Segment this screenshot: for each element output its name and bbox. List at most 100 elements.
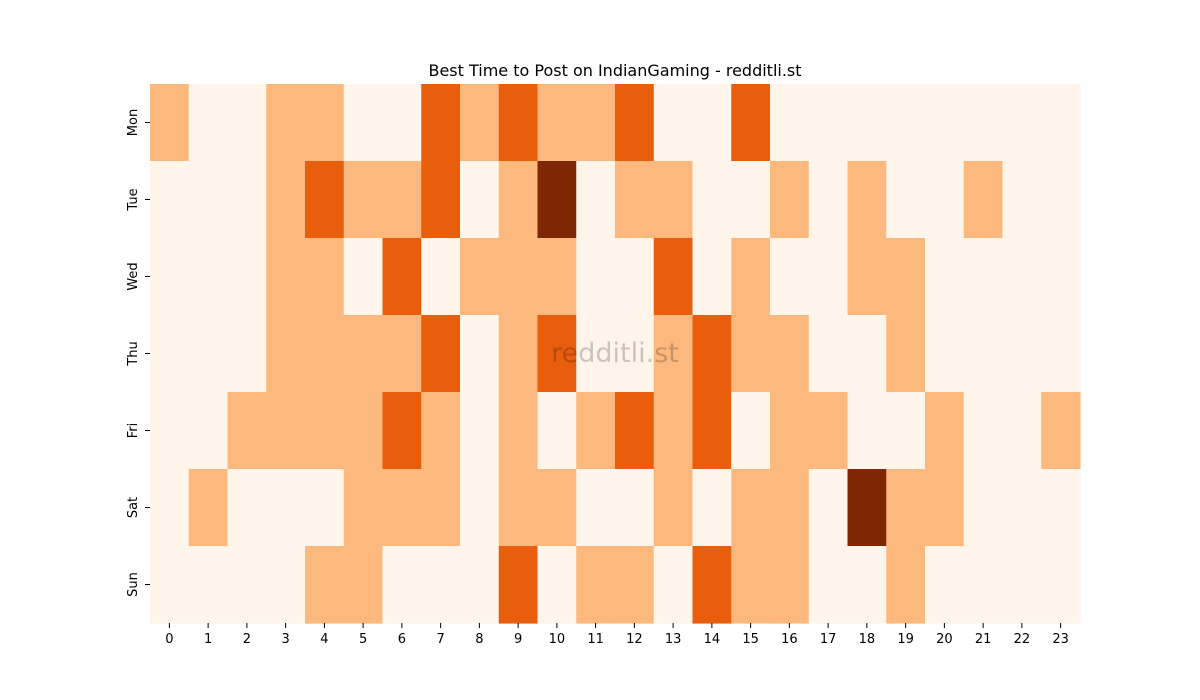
heatmap-cell-thu-16 [770,315,810,393]
heatmap-cell-sat-7 [421,469,461,547]
x-tick-label-16: 16 [781,632,798,647]
y-tick-label-sun: Sun [126,572,141,597]
heatmap-cell-sun-1 [188,546,229,624]
heatmap-cell-sat-14 [692,469,732,547]
x-tick-label-22: 22 [1014,632,1031,647]
heatmap-cell-mon-2 [227,84,267,162]
heatmap-cell-thu-4 [305,315,345,393]
heatmap-cell-wed-13 [653,238,694,316]
heatmap-cell-sat-15 [731,469,771,547]
heatmap-cell-sun-17 [808,546,849,624]
heatmap-cell-mon-1 [188,84,229,162]
x-tick-label-20: 20 [936,632,953,647]
heatmap-cell-mon-21 [963,84,1004,162]
heatmap-cell-fri-15 [731,392,771,470]
heatmap-cell-fri-1 [188,392,229,470]
x-tick-label-18: 18 [859,632,876,647]
heatmap-cell-tue-0 [150,161,190,239]
heatmap-cell-thu-11 [576,315,616,393]
heatmap-cell-sun-7 [421,546,461,624]
y-tick-label-sat: Sat [126,497,141,518]
heatmap-cell-fri-3 [266,392,306,470]
heatmap-cell-mon-23 [1041,84,1081,162]
heatmap-cell-fri-9 [498,392,539,470]
heatmap-cell-sun-14 [692,546,732,624]
heatmap-cell-tue-7 [421,161,461,239]
heatmap-cell-sat-11 [576,469,616,547]
heatmap-cell-mon-7 [421,84,461,162]
heatmap-cell-wed-11 [576,238,616,316]
x-tick-label-2: 2 [243,632,251,647]
heatmap-cell-wed-9 [498,238,539,316]
heatmap-cell-sun-12 [615,546,655,624]
heatmap-cell-mon-6 [382,84,422,162]
heatmap-cell-thu-18 [847,315,887,393]
heatmap-cell-sat-13 [653,469,694,547]
heatmap-cell-mon-3 [266,84,306,162]
heatmap-cell-wed-7 [421,238,461,316]
heatmap-cell-sun-11 [576,546,616,624]
heatmap-cell-wed-15 [731,238,771,316]
heatmap-cell-sun-16 [770,546,810,624]
heatmap-cell-wed-16 [770,238,810,316]
y-tick-label-thu: Thu [126,341,141,366]
watermark: redditli.st [551,338,679,369]
heatmap-cell-sun-0 [150,546,190,624]
heatmap-cell-mon-9 [498,84,539,162]
heatmap-cell-wed-18 [847,238,887,316]
heatmap-cell-mon-8 [460,84,500,162]
heatmap-cell-mon-20 [925,84,965,162]
heatmap-cell-mon-13 [653,84,694,162]
heatmap-cell-sat-0 [150,469,190,547]
heatmap-cell-tue-17 [808,161,849,239]
heatmap-cells [150,84,1081,624]
x-tick-label-5: 5 [359,632,367,647]
heatmap-cell-sun-3 [266,546,306,624]
heatmap-cell-fri-16 [770,392,810,470]
x-tick-label-10: 10 [549,632,566,647]
heatmap-cell-wed-20 [925,238,965,316]
x-tick-label-8: 8 [475,632,483,647]
y-tick-label-wed: Wed [126,262,141,290]
x-tick-label-6: 6 [398,632,406,647]
heatmap-cell-tue-6 [382,161,422,239]
heatmap-cell-mon-19 [886,84,926,162]
heatmap-cell-sun-9 [498,546,539,624]
x-axis: 0 1 2 3 4 5 6 7 8 9 10 11 12 13 14 15 16 17 18 19 20 21 22 23 [165,623,1069,647]
heatmap-cell-mon-16 [770,84,810,162]
heatmap-cell-tue-10 [537,161,577,239]
heatmap-cell-thu-2 [227,315,267,393]
heatmap-cell-thu-17 [808,315,849,393]
heatmap-cell-sun-21 [963,546,1004,624]
heatmap-cell-fri-5 [343,392,384,470]
y-tick-label-fri: Fri [126,423,141,439]
heatmap-cell-sun-10 [537,546,577,624]
heatmap-cell-thu-8 [460,315,500,393]
heatmap-cell-wed-17 [808,238,849,316]
heatmap-cell-mon-15 [731,84,771,162]
heatmap-cell-wed-10 [537,238,577,316]
heatmap-cell-tue-11 [576,161,616,239]
heatmap-cell-sun-15 [731,546,771,624]
heatmap-cell-tue-13 [653,161,694,239]
heatmap-cell-tue-15 [731,161,771,239]
heatmap-cell-fri-4 [305,392,345,470]
heatmap-cell-fri-18 [847,392,887,470]
heatmap-cell-sun-13 [653,546,694,624]
x-tick-label-1: 1 [204,632,212,647]
heatmap-cell-sat-21 [963,469,1004,547]
heatmap-cell-wed-6 [382,238,422,316]
x-tick-label-11: 11 [587,632,604,647]
heatmap-cell-fri-7 [421,392,461,470]
y-tick-label-mon: Mon [126,109,141,136]
x-tick-label-19: 19 [897,632,914,647]
chart-title: Best Time to Post on IndianGaming - redd… [428,61,801,80]
heatmap-cell-wed-3 [266,238,306,316]
heatmap-cell-sat-22 [1002,469,1042,547]
heatmap-cell-fri-10 [537,392,577,470]
heatmap-cell-sun-23 [1041,546,1081,624]
heatmap-cell-mon-11 [576,84,616,162]
heatmap-cell-tue-20 [925,161,965,239]
x-tick-label-15: 15 [742,632,759,647]
heatmap-cell-tue-23 [1041,161,1081,239]
